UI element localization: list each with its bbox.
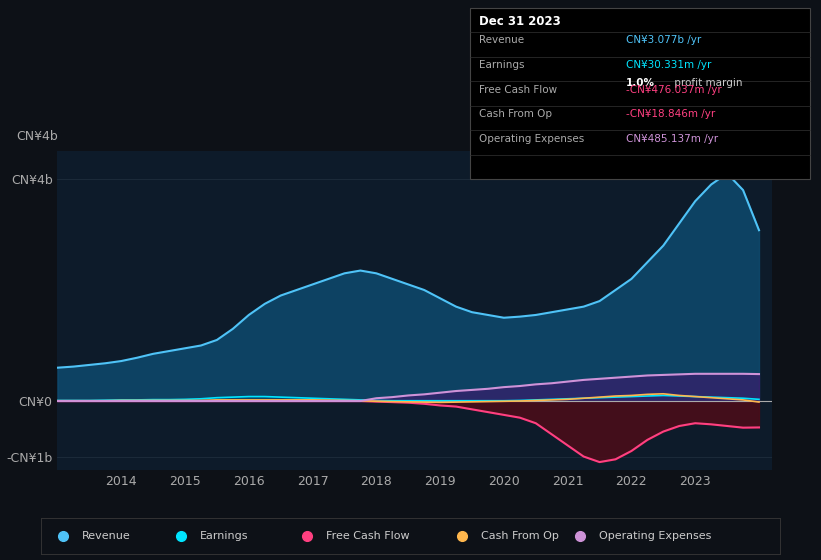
Text: Free Cash Flow: Free Cash Flow <box>325 531 409 541</box>
Text: Cash From Op: Cash From Op <box>481 531 558 541</box>
Text: profit margin: profit margin <box>671 78 742 88</box>
Text: Earnings: Earnings <box>200 531 249 541</box>
Text: Free Cash Flow: Free Cash Flow <box>479 85 557 95</box>
Text: Dec 31 2023: Dec 31 2023 <box>479 15 562 28</box>
Text: Earnings: Earnings <box>479 60 525 70</box>
Text: CN¥4b: CN¥4b <box>16 130 58 143</box>
Text: CN¥30.331m /yr: CN¥30.331m /yr <box>626 60 711 70</box>
Text: -CN¥476.037m /yr: -CN¥476.037m /yr <box>626 85 722 95</box>
Text: Revenue: Revenue <box>479 35 525 45</box>
Text: 1.0%: 1.0% <box>626 78 654 88</box>
Text: CN¥485.137m /yr: CN¥485.137m /yr <box>626 134 718 144</box>
Text: Cash From Op: Cash From Op <box>479 109 553 119</box>
Text: Operating Expenses: Operating Expenses <box>479 134 585 144</box>
Text: Operating Expenses: Operating Expenses <box>599 531 711 541</box>
Text: CN¥3.077b /yr: CN¥3.077b /yr <box>626 35 701 45</box>
Text: Revenue: Revenue <box>82 531 131 541</box>
Text: -CN¥18.846m /yr: -CN¥18.846m /yr <box>626 109 715 119</box>
